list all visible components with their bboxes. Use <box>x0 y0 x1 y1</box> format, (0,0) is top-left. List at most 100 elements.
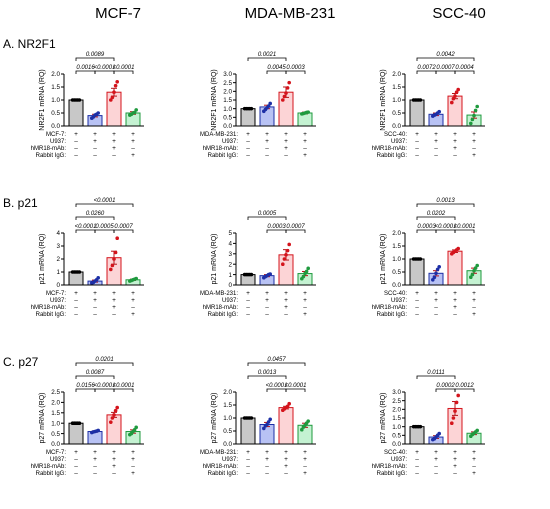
condition-sign: + <box>472 449 476 456</box>
condition-sign: – <box>246 456 250 463</box>
condition-sign: – <box>246 145 250 152</box>
condition-sign: + <box>303 297 307 304</box>
condition-sign: + <box>246 449 250 456</box>
p-value-label: <0.0001 <box>113 383 135 389</box>
y-tick-label: 1.5 <box>223 97 232 104</box>
p-value-label: 0.0156 <box>76 383 95 389</box>
data-point <box>473 266 478 270</box>
condition-sign: – <box>131 463 135 470</box>
condition-label: U937: <box>222 298 238 304</box>
y-tick-label: 1 <box>56 269 60 276</box>
condition-label: U937: <box>222 457 238 463</box>
condition-sign: – <box>74 456 78 463</box>
data-point <box>110 263 115 268</box>
data-point <box>266 420 271 424</box>
condition-sign: + <box>284 297 288 304</box>
significance-bracket <box>454 229 475 233</box>
condition-sign: + <box>303 311 307 318</box>
p-value-label: 0.0457 <box>267 357 286 363</box>
data-point <box>418 98 423 102</box>
bar <box>259 424 275 445</box>
data-point <box>456 393 461 398</box>
condition-sign: – <box>246 311 250 318</box>
bar <box>447 250 463 286</box>
y-tick-label: 0.0 <box>223 123 232 130</box>
significance-bracket <box>113 70 134 74</box>
bar <box>106 414 122 445</box>
condition-sign: + <box>453 131 457 138</box>
p-value-label: 0.0007 <box>114 224 133 230</box>
condition-label: MCF-7: <box>46 450 66 456</box>
condition-sign: + <box>303 290 307 297</box>
condition-sign: + <box>472 152 476 159</box>
significance-bracket <box>435 388 456 392</box>
p-value-label: <0.0001 <box>94 383 116 389</box>
y-tick-label: 2.0 <box>223 389 232 396</box>
column-headers: MCF-7 MDA-MB-231 SCC-40 <box>95 5 486 22</box>
data-point <box>306 266 311 271</box>
condition-sign: + <box>265 290 269 297</box>
p-value-label: <0.0001 <box>94 198 116 204</box>
condition-label: U937: <box>222 139 238 145</box>
condition-sign: – <box>265 152 269 159</box>
data-point <box>134 108 138 112</box>
condition-label: Rabbit IgG: <box>208 312 239 318</box>
data-point <box>268 417 273 422</box>
condition-sign: – <box>434 304 438 311</box>
condition-sign: + <box>434 456 438 463</box>
data-point <box>473 108 478 113</box>
significance-bracket <box>247 57 287 61</box>
p-value-label: 0.0012 <box>455 383 474 389</box>
condition-sign: – <box>93 145 97 152</box>
y-tick-label: 0.5 <box>223 428 232 435</box>
data-point <box>431 278 435 282</box>
data-point <box>112 257 116 261</box>
condition-sign: – <box>93 311 97 318</box>
p-value-label: 0.0072 <box>417 65 436 71</box>
y-tick-label: 2 <box>228 261 232 268</box>
y-tick-label: 0.5 <box>51 110 60 117</box>
condition-sign: + <box>131 290 135 297</box>
p-value-label: 0.0007 <box>436 65 455 71</box>
condition-sign: – <box>415 456 419 463</box>
condition-sign: – <box>415 463 419 470</box>
significance-bracket <box>416 70 437 74</box>
condition-sign: + <box>112 449 116 456</box>
condition-sign: + <box>74 290 78 297</box>
significance-bracket <box>454 70 475 74</box>
y-tick-label: 3.0 <box>392 389 401 396</box>
data-point <box>109 98 113 102</box>
condition-label: hMR18-mAb: <box>203 305 239 311</box>
p-value-label: <0.0001 <box>454 224 476 230</box>
data-point <box>284 91 288 95</box>
condition-sign: + <box>93 131 97 138</box>
data-point <box>287 80 292 85</box>
condition-sign: + <box>131 456 135 463</box>
condition-sign: + <box>453 297 457 304</box>
condition-label: hMR18-mAb: <box>372 146 408 152</box>
condition-sign: + <box>472 131 476 138</box>
p-value-label: 0.0013 <box>436 198 455 204</box>
data-point <box>96 276 100 280</box>
bar <box>240 108 256 127</box>
y-tick-label: 1.0 <box>392 97 401 104</box>
data-point <box>109 267 113 272</box>
y-tick-label: 1.5 <box>223 402 232 409</box>
data-point <box>113 250 118 255</box>
y-tick-label: 5 <box>228 230 232 237</box>
data-point <box>437 109 442 114</box>
condition-label: SCC-40: <box>384 291 407 297</box>
condition-sign: + <box>265 449 269 456</box>
y-tick-label: 0.0 <box>51 123 60 130</box>
y-tick-label: 0.0 <box>223 441 232 448</box>
y-tick-label: 0.0 <box>51 441 60 448</box>
y-tick-label: 1.5 <box>51 410 60 417</box>
condition-sign: – <box>284 311 288 318</box>
condition-sign: + <box>434 131 438 138</box>
condition-sign: – <box>246 304 250 311</box>
data-point <box>249 272 254 277</box>
condition-sign: – <box>453 311 457 318</box>
significance-bracket <box>113 229 134 233</box>
